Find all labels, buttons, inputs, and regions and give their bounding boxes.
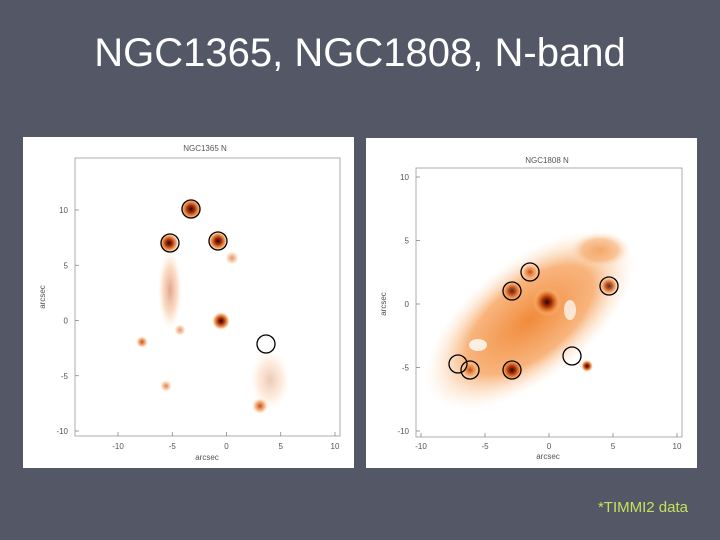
y-tick-label: 0 <box>405 300 410 309</box>
y-tick-label: 5 <box>64 261 69 270</box>
y-tick-label: -10 <box>397 427 409 436</box>
x-tick-label: 10 <box>673 442 682 451</box>
y-tick-label: 5 <box>405 237 410 246</box>
x-tick-label: 0 <box>224 442 229 451</box>
panel-title: NGC1808 N <box>525 156 569 165</box>
source-marker <box>448 354 468 374</box>
source-marker <box>520 262 540 282</box>
plot-frame <box>74 157 341 437</box>
source-marker <box>562 346 582 366</box>
source-marker <box>160 233 180 253</box>
y-axis-label: arcsec <box>38 285 47 309</box>
y-tick-label: -5 <box>61 372 69 381</box>
panel-title: NGC1365 N <box>183 144 227 153</box>
footnote: *TIMMI2 data <box>598 499 689 516</box>
x-tick-label: 5 <box>611 442 616 451</box>
x-axis-label: arcsec <box>536 452 560 461</box>
y-tick-label: 10 <box>59 206 68 215</box>
source-marker <box>502 281 522 301</box>
source-marker <box>599 276 619 296</box>
source-marker <box>256 334 276 354</box>
source-marker <box>208 231 228 251</box>
panel-left <box>23 137 354 468</box>
y-tick-label: 0 <box>64 317 69 326</box>
x-tick-label: -5 <box>169 442 177 451</box>
x-tick-label: -10 <box>112 442 124 451</box>
x-tick-label: 5 <box>279 442 284 451</box>
x-tick-label: -5 <box>481 442 489 451</box>
x-tick-label: 10 <box>331 442 340 451</box>
y-axis-label: arcsec <box>379 292 388 316</box>
emission-left <box>136 198 290 414</box>
x-axis-label: arcsec <box>195 453 219 462</box>
source-marker <box>502 360 522 380</box>
y-tick-label: -5 <box>402 364 410 373</box>
slide-title: NGC1365, NGC1808, N-band <box>94 31 625 75</box>
x-tick-label: -10 <box>415 442 427 451</box>
y-tick-label: -10 <box>56 427 68 436</box>
y-tick-label: 10 <box>400 173 409 182</box>
source-marker <box>181 199 201 219</box>
source-marker <box>460 360 480 380</box>
x-tick-label: 0 <box>547 442 552 451</box>
